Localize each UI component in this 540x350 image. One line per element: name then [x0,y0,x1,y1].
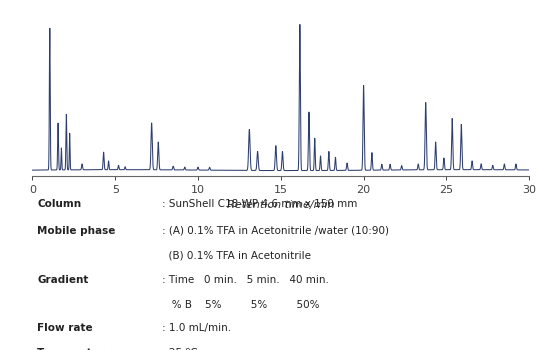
Text: : SunShell C18-WP 4.6 mm x 150 mm: : SunShell C18-WP 4.6 mm x 150 mm [161,199,357,209]
Text: : 25 ºC: : 25 ºC [161,348,197,350]
Text: Column: Column [37,199,82,209]
Text: Mobile phase: Mobile phase [37,225,116,236]
Text: Gradient: Gradient [37,275,89,285]
Text: : 1.0 mL/min.: : 1.0 mL/min. [161,323,231,333]
Text: Flow rate: Flow rate [37,323,93,333]
Text: % B    5%         5%         50%: % B 5% 5% 50% [161,300,319,310]
X-axis label: Retention time/min: Retention time/min [227,200,335,210]
Text: : (A) 0.1% TFA in Acetonitrile /water (10:90): : (A) 0.1% TFA in Acetonitrile /water (1… [161,225,389,236]
Text: Temperature: Temperature [37,348,113,350]
Text: : Time   0 min.   5 min.   40 min.: : Time 0 min. 5 min. 40 min. [161,275,328,285]
Text: (B) 0.1% TFA in Acetonitrile: (B) 0.1% TFA in Acetonitrile [161,250,310,260]
